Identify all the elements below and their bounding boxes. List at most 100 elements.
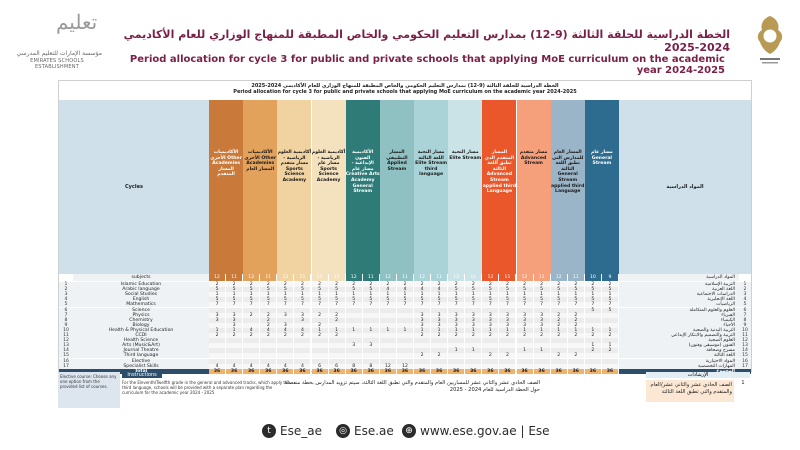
table-row: 11 CCDI 2 2 2 2 2 2 2 2 2 2 2 2 2 2 2 2 2 2 2 2 التربية والتصم… bbox=[59, 333, 751, 338]
period-cell: 4 bbox=[414, 287, 432, 293]
period-cell bbox=[584, 353, 602, 359]
period-cell: 5 bbox=[345, 287, 363, 293]
period-cell: 36 bbox=[277, 368, 295, 374]
period-cell bbox=[379, 317, 397, 323]
period-cell bbox=[243, 307, 261, 313]
period-cell: 5 bbox=[294, 287, 312, 293]
row-number-right: 5 bbox=[739, 302, 751, 308]
period-cell bbox=[294, 307, 312, 313]
period-cell: 5 bbox=[260, 297, 278, 303]
period-cell: 5 bbox=[311, 297, 329, 303]
subject-name-en: Mathematics bbox=[73, 302, 209, 308]
period-cell bbox=[362, 322, 380, 328]
period-cell: 2 bbox=[277, 333, 295, 338]
period-cell: 5 bbox=[499, 297, 517, 303]
period-cell: 5 bbox=[379, 297, 397, 303]
period-cell bbox=[567, 348, 585, 354]
period-cell bbox=[277, 338, 295, 344]
period-cell: 2 bbox=[277, 282, 295, 287]
period-cell: 5 bbox=[567, 287, 585, 293]
period-cell: 36 bbox=[414, 368, 432, 374]
row-number bbox=[59, 368, 73, 374]
table-row: 8 Chemistry 3 3 2 3 2 3 3 3 3 3 3 3 3 2 2 الكيمياء 8 bbox=[59, 317, 751, 323]
grade-row: subjects المواد الدراسية 12 11 12 11 12 11 12 11 1… bbox=[59, 274, 751, 281]
period-cell bbox=[345, 333, 363, 338]
period-cell bbox=[345, 307, 363, 313]
table-row: 16 Elective المواد الاختيارية 16 bbox=[59, 358, 751, 364]
period-cell: 3 bbox=[431, 317, 449, 323]
period-cell bbox=[448, 343, 466, 349]
instructions-elective-note: Elective course: Choose any one option f… bbox=[58, 372, 120, 408]
period-cell bbox=[414, 358, 432, 364]
period-cell: 1 bbox=[533, 327, 551, 333]
period-cell: 5 bbox=[584, 307, 602, 313]
page-header: تعليم مؤسسة الإمارات للتعليم المدرسي EMI… bbox=[0, 0, 800, 78]
website-link[interactable]: ⊕ www.ese.gov.ae | Ese bbox=[402, 424, 550, 438]
period-cell: 5 bbox=[362, 287, 380, 293]
sheet-title-ar: الخطة الدراسية للحلقة الثالثة (9-12) بمد… bbox=[251, 83, 559, 89]
period-cell: 5 bbox=[243, 297, 261, 303]
period-cell: 4 bbox=[294, 363, 312, 369]
period-cell: 3 bbox=[209, 312, 227, 318]
period-cell: 36 bbox=[260, 368, 278, 374]
subject-name-ar: المجموع bbox=[619, 368, 739, 374]
period-cell: 3 bbox=[516, 322, 534, 328]
period-cell bbox=[328, 307, 346, 313]
period-cell: 5 bbox=[448, 287, 466, 293]
period-cell bbox=[584, 363, 602, 369]
period-cell: 3 bbox=[277, 322, 295, 328]
instagram-handle[interactable]: ◎ Ese.ae bbox=[336, 424, 394, 438]
period-cell: 5 bbox=[209, 297, 227, 303]
grade-label: 11 bbox=[499, 274, 517, 281]
table-row: 15 Third language 2 2 2 2 2 2 اللغة الثالثة 15 bbox=[59, 353, 751, 359]
period-cell: 2 bbox=[584, 282, 602, 287]
period-cell: 7 bbox=[499, 302, 517, 308]
period-cell bbox=[362, 317, 380, 323]
period-cell: 4 bbox=[260, 327, 278, 333]
period-cell bbox=[499, 338, 517, 344]
row-number: 17 bbox=[59, 363, 73, 369]
period-cell bbox=[379, 338, 397, 344]
period-cell: 2 bbox=[362, 282, 380, 287]
period-cell: 5 bbox=[499, 287, 517, 293]
period-cell bbox=[550, 307, 568, 313]
row-number: 9 bbox=[59, 322, 73, 328]
row-number-right: 7 bbox=[739, 312, 751, 318]
row-number: 11 bbox=[59, 333, 73, 338]
instagram-icon: ◎ bbox=[336, 424, 350, 438]
grade-label: 12 bbox=[482, 274, 500, 281]
globe-icon: ⊕ bbox=[402, 424, 416, 438]
stream-column-header: المسار العام للمدارس التي تطبق اللغة الث… bbox=[550, 100, 585, 274]
subject-name-en: Islamic Education bbox=[73, 282, 209, 287]
subject-name-en: Third language bbox=[73, 353, 209, 359]
period-cell bbox=[516, 343, 534, 349]
period-cell: 5 bbox=[260, 287, 278, 293]
period-cell: 7 bbox=[414, 302, 432, 308]
period-cell: 2 bbox=[260, 317, 278, 323]
period-cell bbox=[277, 348, 295, 354]
period-cell bbox=[448, 338, 466, 344]
period-cell bbox=[277, 317, 295, 323]
period-cell bbox=[465, 343, 483, 349]
grade-label: 12 bbox=[414, 274, 432, 281]
period-cell: 2 bbox=[294, 333, 312, 338]
period-cell: 36 bbox=[379, 368, 397, 374]
period-cell: 4 bbox=[243, 327, 261, 333]
period-cell bbox=[209, 348, 227, 354]
period-cell bbox=[431, 338, 449, 344]
grade-label: 11 bbox=[396, 274, 414, 281]
period-cell: 1 bbox=[311, 292, 329, 298]
period-cell bbox=[499, 307, 517, 313]
twitter-handle[interactable]: t Ese_ae bbox=[262, 424, 322, 438]
period-cell bbox=[465, 363, 483, 369]
row-number-right: 10 bbox=[739, 327, 751, 333]
period-cell: 7 bbox=[362, 302, 380, 308]
period-cell bbox=[345, 322, 363, 328]
period-cell bbox=[260, 353, 278, 359]
period-cell: 2 bbox=[311, 282, 329, 287]
grade-label: 11 bbox=[362, 274, 380, 281]
period-cell: 1 bbox=[584, 292, 602, 298]
period-cell: 2 bbox=[243, 312, 261, 318]
period-cell: 2 bbox=[601, 348, 619, 354]
stream-column-header: المسار المتقدم الذي تطبق اللغة الثالثة A… bbox=[482, 100, 517, 274]
